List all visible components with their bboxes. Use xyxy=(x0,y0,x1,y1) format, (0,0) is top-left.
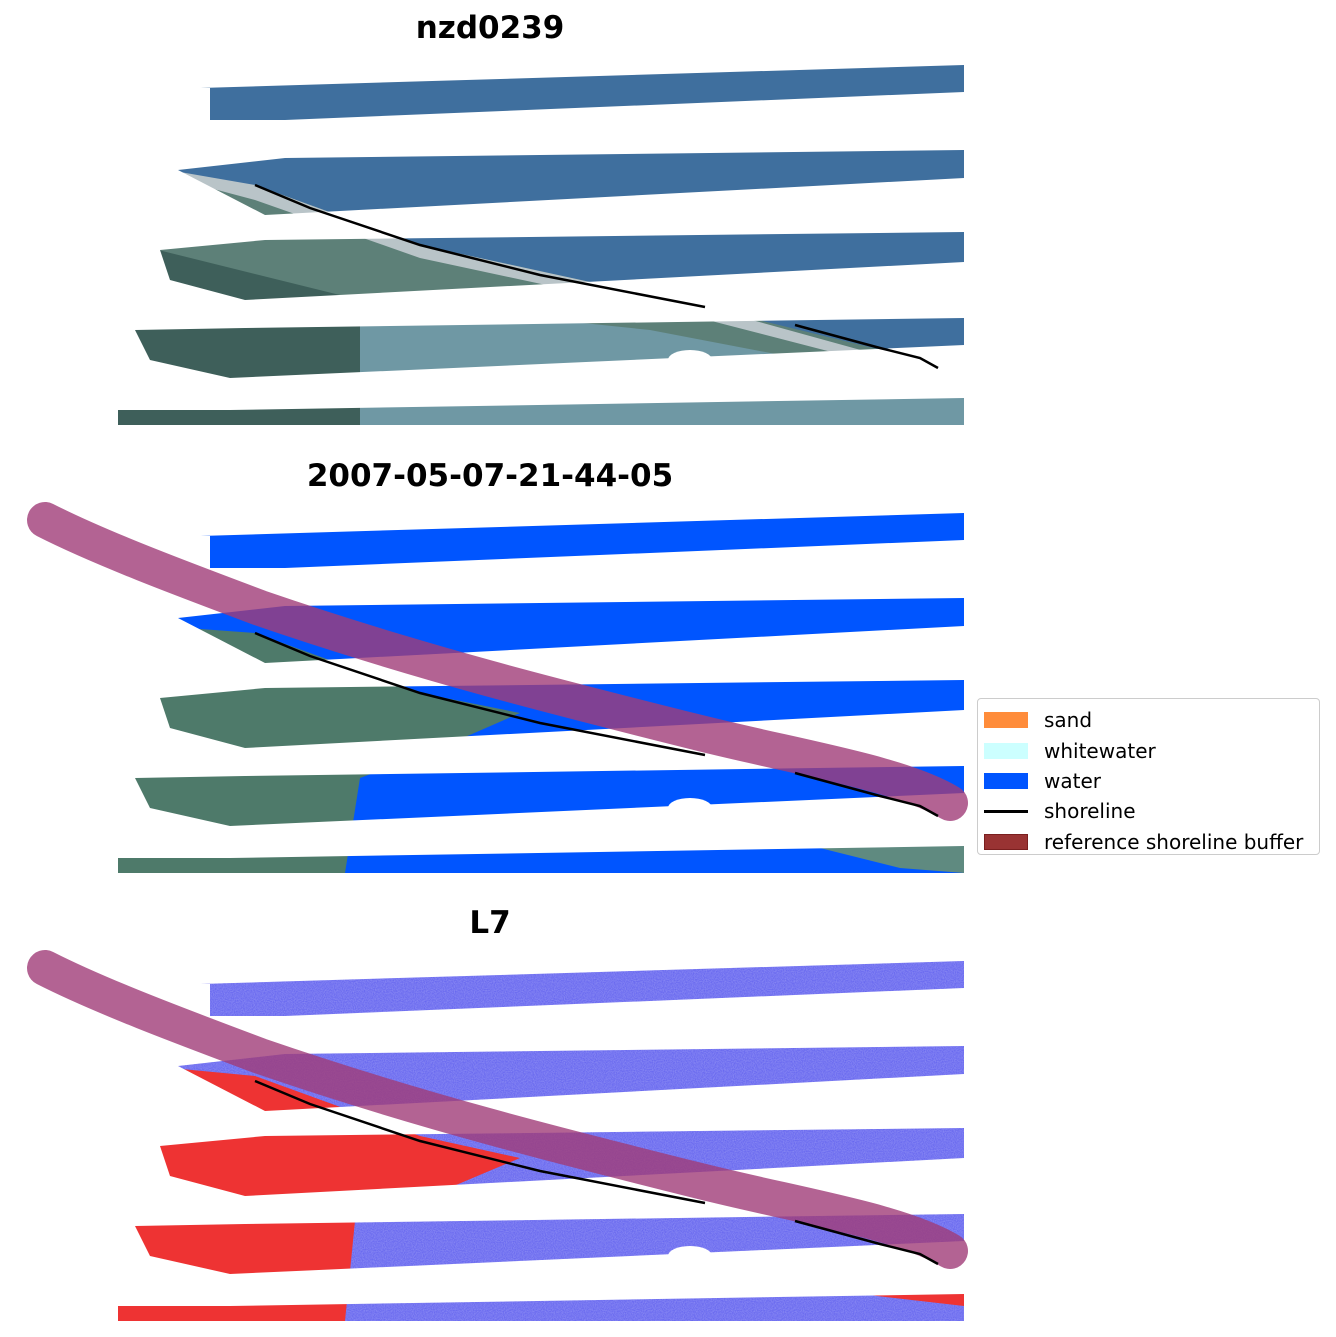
legend-label: sand xyxy=(1044,708,1093,733)
legend-label: reference shoreline buffer xyxy=(1044,829,1304,854)
panel-title-site: nzd0239 xyxy=(415,10,565,46)
legend-item-sand: sand xyxy=(984,705,1319,735)
panel-title-date: 2007-05-07-21-44-05 xyxy=(306,458,674,494)
water-swatch xyxy=(984,772,1028,789)
panel-index-image xyxy=(45,949,970,1321)
shoreline-line-swatch xyxy=(984,809,1028,813)
legend-item-water: water xyxy=(984,766,1319,796)
legend-item-buffer: reference shoreline buffer xyxy=(984,827,1319,857)
legend-label: shoreline xyxy=(1044,799,1136,824)
legend-label: water xyxy=(1044,768,1101,793)
legend: sand whitewater water shoreline referenc… xyxy=(977,698,1320,855)
legend-item-whitewater: whitewater xyxy=(984,735,1319,765)
legend-label: whitewater xyxy=(1044,738,1156,763)
panel-classified-image xyxy=(45,501,970,873)
sand-swatch xyxy=(984,712,1028,729)
panel-title-satellite: L7 xyxy=(469,905,511,941)
panel-rgb-image xyxy=(118,53,964,425)
buffer-swatch xyxy=(984,833,1028,850)
whitewater-swatch xyxy=(984,742,1028,759)
legend-item-shoreline: shoreline xyxy=(984,796,1319,826)
